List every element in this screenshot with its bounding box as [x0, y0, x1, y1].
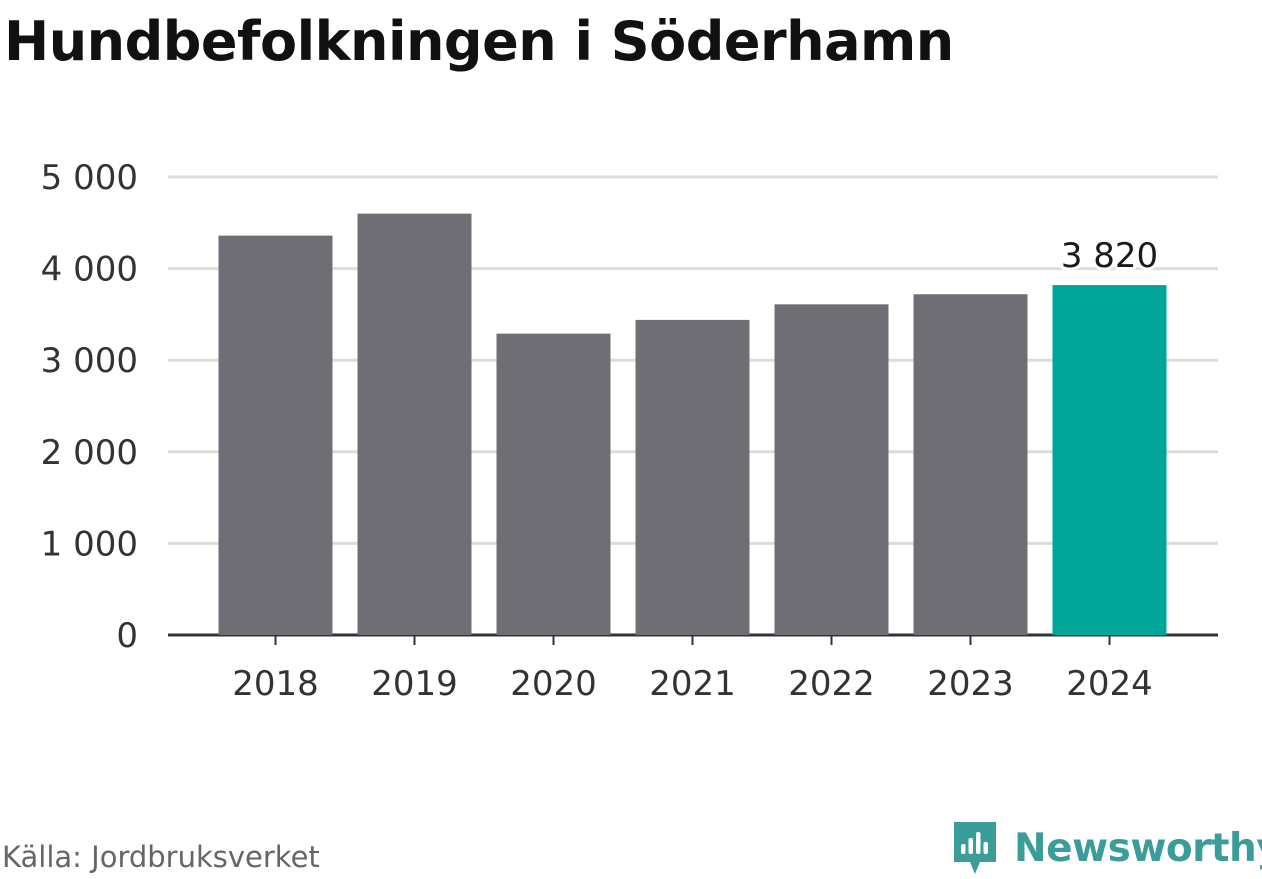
y-tick-label: 4 000: [41, 250, 138, 290]
y-tick-label: 2 000: [41, 433, 138, 473]
bar: [774, 304, 889, 635]
bar: [496, 333, 611, 635]
y-tick-label: 0: [116, 616, 138, 656]
x-tick-label: 2023: [927, 664, 1014, 704]
bars: [218, 213, 1167, 635]
brand-name: Newsworthy: [1014, 825, 1262, 871]
bar: [913, 294, 1028, 635]
bar: [635, 319, 750, 635]
y-tick-label: 3 000: [41, 341, 138, 381]
data-labels: 3 820: [1058, 233, 1161, 279]
source-note: Källa: Jordbruksverket: [2, 840, 320, 874]
y-axis-tick-labels: 0 1 000 2 000 3 000 4 000 5 000: [41, 158, 138, 656]
brand-logo: Newsworthy: [950, 818, 1262, 878]
y-tick-label: 5 000: [41, 158, 138, 198]
x-tick-label: 2018: [232, 664, 319, 704]
bar: [218, 235, 333, 635]
x-tick-label: 2022: [788, 664, 875, 704]
chart-title: Hundbefolkningen i Söderhamn: [4, 10, 954, 73]
bar: [357, 213, 472, 635]
x-tick-label: 2019: [371, 664, 458, 704]
x-axis-tick-labels: 2018 2019 2020 2021 2022 2023 2024: [232, 635, 1153, 704]
newsworthy-logo-icon: [954, 822, 996, 874]
y-tick-label: 1 000: [41, 524, 138, 564]
x-tick-label: 2024: [1066, 664, 1153, 704]
bar-highlight: [1052, 285, 1167, 635]
data-label: 3 820: [1061, 236, 1158, 276]
x-tick-label: 2021: [649, 664, 736, 704]
x-tick-label: 2020: [510, 664, 597, 704]
